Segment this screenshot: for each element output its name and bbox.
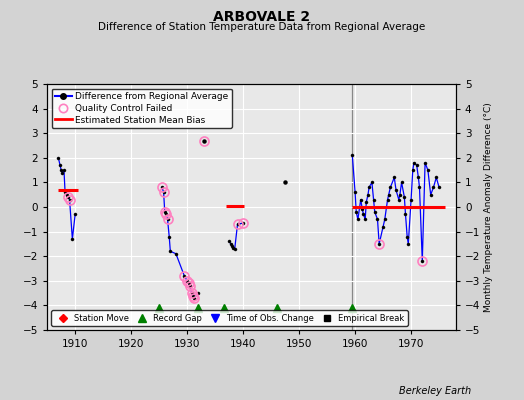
Text: ARBOVALE 2: ARBOVALE 2 — [213, 10, 311, 24]
Text: Berkeley Earth: Berkeley Earth — [399, 386, 472, 396]
Text: Difference of Station Temperature Data from Regional Average: Difference of Station Temperature Data f… — [99, 22, 425, 32]
Legend: Station Move, Record Gap, Time of Obs. Change, Empirical Break: Station Move, Record Gap, Time of Obs. C… — [51, 310, 408, 326]
Y-axis label: Monthly Temperature Anomaly Difference (°C): Monthly Temperature Anomaly Difference (… — [485, 102, 494, 312]
